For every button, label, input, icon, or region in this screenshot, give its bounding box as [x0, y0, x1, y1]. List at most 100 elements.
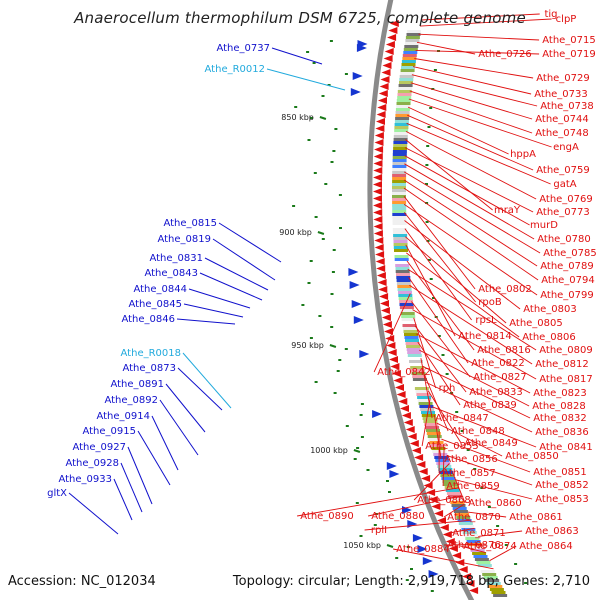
reverse-gene-arrow — [379, 83, 389, 90]
cog-segment — [480, 570, 495, 573]
label-leader-line — [427, 390, 462, 444]
gene-label-reverse: Athe_0852 — [535, 480, 589, 491]
cog-segment — [405, 36, 420, 39]
label-leader-line — [271, 47, 323, 65]
label-leader-line — [373, 293, 411, 373]
gene-label-forward: Athe_0914 — [96, 411, 150, 422]
label-leader-line — [409, 90, 533, 134]
gene-label-reverse: Athe_0880 — [371, 511, 425, 522]
reverse-gene-arrow — [376, 272, 386, 279]
gc-mark — [336, 370, 340, 372]
gc-mark — [425, 183, 428, 185]
forward-gene-arrow — [348, 268, 359, 276]
gene-label-reverse: Athe_0733 — [534, 89, 588, 100]
gc-mark — [344, 73, 348, 75]
label-leader-line — [446, 454, 533, 486]
gene-label-reverse: Athe_0726 — [478, 49, 532, 60]
cog-segment — [396, 282, 411, 285]
gene-label-forward: Athe_0933 — [58, 474, 112, 485]
gene-label-forward: Athe_0737 — [216, 43, 270, 54]
cog-segment — [394, 258, 409, 261]
cog-segment — [399, 303, 414, 306]
gene-label-reverse: Athe_0842 — [377, 367, 431, 378]
cog-segment — [393, 138, 408, 141]
reverse-gene-arrow — [380, 300, 389, 307]
gc-mark — [425, 164, 429, 166]
cog-segment — [395, 264, 410, 267]
gene-label-reverse: Athe_0803 — [523, 304, 577, 315]
cog-segment — [392, 207, 407, 210]
label-leader-line — [478, 530, 523, 537]
gene-label-reverse: Athe_0794 — [541, 275, 595, 286]
gene-label-reverse: Athe_0748 — [535, 128, 589, 139]
cog-segment — [410, 366, 425, 369]
cog-segment — [448, 495, 462, 498]
cog-segment — [404, 42, 419, 45]
gc-mark — [425, 202, 429, 204]
gc-mark — [429, 278, 433, 280]
cog-segment — [403, 48, 418, 51]
label-leader-line — [182, 352, 232, 409]
reverse-gene-arrow — [448, 545, 458, 552]
reverse-gene-arrow — [452, 552, 462, 559]
reverse-gene-arrow — [439, 524, 449, 531]
gc-mark — [441, 354, 445, 356]
gc-mark — [331, 271, 335, 273]
label-leader-line — [412, 66, 532, 95]
gc-mark — [294, 106, 298, 108]
label-leader-line — [218, 222, 282, 263]
cog-segment — [392, 162, 407, 165]
cog-segment — [399, 75, 414, 78]
cog-segment — [452, 507, 467, 510]
cog-segment — [406, 33, 421, 36]
cog-segment — [406, 345, 421, 348]
cog-segment — [489, 588, 504, 591]
gc-mark — [339, 227, 342, 229]
cog-segment — [398, 84, 413, 87]
gene-label-reverse: Athe_0769 — [539, 194, 593, 205]
gc-mark — [313, 172, 317, 174]
gc-mark — [360, 403, 364, 405]
forward-gene-arrow — [417, 545, 428, 553]
gene-label-reverse: Athe_0809 — [539, 345, 593, 356]
gc-mark — [524, 582, 528, 584]
label-leader-line — [177, 367, 223, 411]
label-leader-line — [421, 13, 540, 21]
cog-segment — [405, 342, 420, 345]
gene-label-reverse: Athe_0859 — [446, 481, 500, 492]
gc-mark — [327, 84, 331, 86]
gene-label-reverse: clpP — [556, 14, 577, 25]
cog-segment — [392, 174, 407, 177]
gene-label-forward: Athe_0845 — [128, 299, 182, 310]
reverse-gene-arrow — [373, 153, 383, 160]
gene-label-reverse: Athe_0856 — [444, 454, 498, 465]
cog-segment — [413, 381, 428, 384]
tick-mark — [317, 231, 325, 235]
label-leader-line — [406, 252, 520, 338]
label-leader-line — [159, 399, 199, 456]
gene-label-forward: Athe_0844 — [133, 284, 187, 295]
gc-mark — [487, 506, 491, 508]
cog-segment — [409, 360, 423, 363]
reverse-strand-genes — [373, 20, 479, 594]
cog-segment — [409, 363, 424, 366]
gc-mark — [344, 348, 348, 350]
cog-segment — [394, 132, 408, 135]
label-leader-line — [413, 463, 450, 501]
cog-segment — [392, 201, 407, 204]
label-leader-line — [407, 106, 509, 155]
cog-segment — [426, 432, 441, 435]
cog-segment — [396, 102, 411, 105]
gc-mark — [359, 414, 363, 416]
forward-gene-labels: Athe_0737 Athe_R0012 Athe_0815 Athe_0819 Ath… — [47, 43, 346, 535]
gc-mark — [292, 205, 296, 207]
gc-mark — [430, 590, 434, 592]
gene-label-reverse: Athe_0855 — [425, 441, 479, 452]
gene-label-reverse: Athe_0860 — [468, 498, 522, 509]
reverse-gene-arrow — [442, 531, 452, 538]
cog-segment — [415, 390, 430, 393]
cog-segment — [417, 396, 432, 399]
gene-label-forward: Athe_0873 — [122, 363, 176, 374]
gc-mark — [314, 216, 318, 218]
cog-segment — [412, 375, 427, 378]
